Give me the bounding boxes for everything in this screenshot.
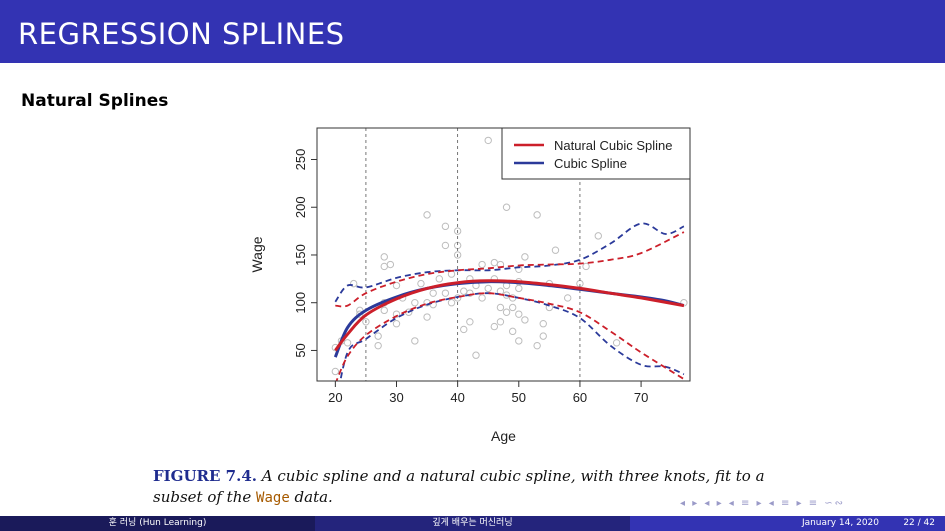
data-point: [466, 289, 474, 297]
data-point: [460, 325, 468, 334]
data-point: [533, 341, 541, 350]
y-axis-label: Wage: [249, 236, 265, 272]
data-point: [502, 203, 511, 211]
legend: Natural Cubic Spline Cubic Spline: [501, 127, 691, 180]
data-point: [380, 306, 388, 315]
data-point: [447, 299, 456, 307]
x-tick-label: 40: [450, 390, 464, 405]
title-bar: REGRESSION SPLINES: [0, 0, 945, 63]
x-tick-label: 70: [634, 390, 648, 405]
slide-title: REGRESSION SPLINES: [18, 17, 345, 51]
legend-box: [501, 127, 691, 180]
data-point: [502, 308, 511, 316]
data-point: [411, 337, 419, 345]
caption-code: Wage: [256, 490, 290, 506]
natural-spline-fit: [334, 279, 685, 352]
data-point: [551, 246, 560, 254]
figure-label: FIGURE 7.4.: [153, 467, 257, 485]
caption-text-end: data.: [294, 488, 333, 506]
data-point: [343, 339, 352, 347]
spline-lines: [333, 222, 685, 381]
footer-bar: 훈 러닝 (Hun Learning) 깊게 배우는 머신러닝 January …: [0, 516, 945, 531]
footer-right: January 14, 2020 22 / 42: [630, 516, 945, 531]
data-point: [349, 279, 358, 288]
data-point: [515, 310, 523, 318]
data-point: [508, 303, 517, 312]
data-point: [392, 281, 401, 290]
footer-page-number[interactable]: 22 / 42: [903, 518, 935, 528]
beamer-navigation-icons[interactable]: ◂ ▸ ◂ ▸ ◂ ≡ ▸ ◂ ≡ ▸ ≡ ∽∾: [680, 498, 846, 509]
data-point: [564, 294, 572, 302]
data-point: [441, 222, 450, 231]
data-point: [441, 241, 450, 250]
y-tick-label: 50: [293, 343, 308, 357]
data-point: [411, 299, 419, 307]
data-point: [429, 289, 437, 297]
data-point: [478, 260, 486, 269]
y-tick-label: 200: [293, 196, 308, 218]
data-point: [515, 284, 523, 293]
data-point: [539, 332, 547, 340]
data-point: [441, 289, 450, 297]
legend-label: Cubic Spline: [554, 156, 627, 171]
natural-upper-band: [335, 231, 685, 308]
data-point: [496, 303, 505, 312]
x-tick-label: 30: [389, 390, 403, 405]
cubic-upper-band: [334, 222, 685, 303]
data-point: [533, 211, 541, 219]
footer-title: 깊게 배우는 머신러닝: [315, 516, 630, 531]
data-point: [612, 339, 621, 347]
figure-caption: FIGURE 7.4. A cubic spline and a natural…: [153, 466, 813, 509]
data-point: [362, 318, 370, 326]
data-point: [521, 253, 529, 261]
data-point: [374, 341, 382, 350]
spline-chart: 20 30 40 50 60 70 50 100 150 200 250 Age Wage Natural…: [249, 127, 691, 444]
data-point: [331, 367, 340, 376]
footer-author: 훈 러닝 (Hun Learning): [0, 516, 315, 531]
footer-date: January 14, 2020: [801, 518, 879, 528]
data-point: [356, 310, 364, 318]
data-point: [423, 211, 431, 219]
data-point: [380, 262, 388, 271]
cubic-lower-band: [339, 292, 685, 381]
data-point: [680, 299, 688, 307]
data-point: [478, 294, 486, 302]
data-point: [386, 260, 395, 269]
data-point: [521, 316, 529, 324]
data-point: [490, 322, 499, 331]
data-point: [374, 332, 382, 340]
x-tick-label: 50: [512, 390, 526, 405]
data-point: [496, 318, 505, 326]
data-point: [423, 313, 431, 321]
y-tick-label: 250: [293, 149, 308, 171]
data-point: [594, 232, 602, 240]
data-point: [380, 253, 388, 261]
data-point: [466, 318, 474, 326]
x-tick-label: 60: [573, 390, 587, 405]
data-point: [435, 275, 443, 283]
data-point: [472, 351, 480, 359]
data-point: [417, 279, 425, 288]
data-point: [392, 310, 401, 318]
caption-text: A cubic spline and a natural cubic splin…: [153, 467, 765, 506]
section-heading: Natural Splines: [21, 91, 169, 111]
x-axis-label: Age: [491, 428, 516, 444]
data-point: [484, 284, 492, 293]
data-point: [453, 227, 462, 235]
legend-label: Natural Cubic Spline: [554, 138, 673, 153]
data-point: [515, 337, 523, 345]
data-point: [460, 287, 468, 295]
data-point: [453, 251, 462, 259]
data-point: [582, 262, 590, 271]
data-point: [508, 327, 517, 336]
y-tick-label: 150: [293, 244, 308, 266]
x-tick-label: 20: [328, 390, 342, 405]
data-point: [484, 136, 492, 145]
data-point: [539, 320, 547, 328]
data-point: [392, 320, 401, 328]
data-point: [490, 258, 499, 267]
y-tick-label: 100: [293, 292, 308, 314]
